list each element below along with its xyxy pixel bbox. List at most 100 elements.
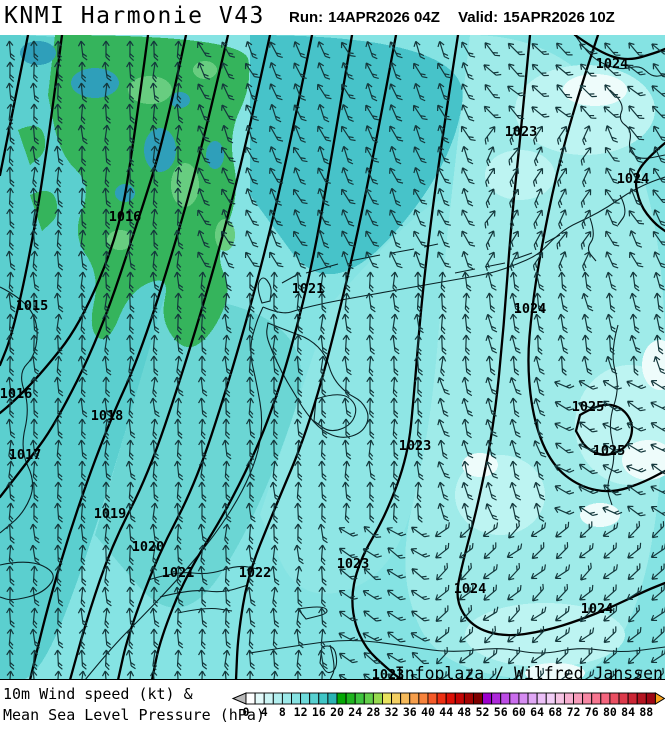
wind-barb-icon (174, 124, 183, 146)
wind-barb-icon (604, 84, 621, 99)
wind-barb-icon (581, 334, 592, 355)
wind-barb-icon (389, 104, 403, 122)
wind-shading-spot (462, 453, 498, 477)
wind-barb-icon (602, 442, 622, 454)
wind-barb-icon (318, 439, 326, 461)
wind-barb-icon (579, 521, 593, 539)
wind-barb-icon (339, 568, 358, 580)
isobar-line (573, 35, 665, 61)
pressure-label: 1015 (16, 298, 49, 314)
wind-shading-spot (206, 141, 224, 169)
colorbar-cell (454, 692, 465, 705)
wind-barb-icon (102, 187, 112, 208)
wind-barb-icon (174, 145, 183, 166)
wind-barb-icon (485, 503, 499, 521)
wind-barb-icon (317, 229, 330, 249)
wind-barb-icon (602, 522, 619, 538)
coastline (0, 561, 54, 601)
wind-barb-icon (54, 103, 63, 124)
wind-barb-icon (6, 313, 14, 335)
colorbar-tick-label: 16 (312, 705, 326, 719)
colorbar-cell (409, 692, 420, 705)
wind-barb-icon (150, 292, 158, 314)
wind-barb-icon (173, 334, 184, 355)
wind-barb-icon (461, 313, 472, 334)
wind-barb-icon (246, 376, 255, 397)
wind-barb-icon (125, 460, 136, 481)
wind-barb-icon (270, 649, 279, 670)
wind-barb-icon (149, 607, 160, 628)
wind-barb-icon (437, 40, 450, 60)
wind-barb-icon (269, 83, 283, 101)
wind-barb-icon (509, 125, 519, 146)
wind-barb-icon (389, 481, 400, 502)
wind-barb-icon (245, 146, 260, 163)
wind-barb-icon (485, 251, 495, 271)
wind-barb-icon (389, 229, 402, 249)
wind-barb-icon (533, 418, 544, 439)
wind-barb-icon (461, 230, 476, 247)
wind-barb-icon (150, 544, 159, 566)
wind-shading-spot (563, 74, 627, 106)
wind-barb-icon (294, 502, 303, 523)
wind-barb-icon (580, 63, 597, 77)
weather-map: 1016 1015 1016 1018 1017 1019 1020 1021 1022 1023… (0, 35, 665, 680)
wind-barb-icon (318, 607, 327, 628)
wind-barb-icon (222, 460, 230, 482)
wind-barb-icon (413, 82, 426, 102)
wind-barb-icon (54, 124, 63, 145)
wind-barb-icon (6, 187, 14, 209)
isobar-line (351, 35, 460, 680)
wind-barb-icon (411, 651, 429, 665)
wind-barb-icon (150, 145, 159, 167)
wind-barb-icon (485, 188, 495, 209)
coastline (177, 607, 233, 614)
wind-barb-icon (413, 250, 426, 270)
wind-barb-icon (554, 485, 575, 495)
wind-barb-icon (555, 521, 570, 538)
wind-barb-icon (436, 62, 452, 79)
wind-barb-icon (102, 208, 111, 229)
wind-barb-icon (293, 209, 307, 227)
wind-barb-icon (78, 229, 87, 251)
colorbar-tick-label: 40 (421, 705, 435, 719)
wind-barb-icon (602, 400, 622, 412)
wind-barb-icon (485, 439, 497, 459)
wind-barb-icon (341, 104, 354, 122)
wind-barb-icon (54, 313, 63, 335)
wind-barb-icon (245, 607, 256, 628)
wind-barb-icon (603, 63, 622, 77)
wind-barb-icon (581, 355, 593, 376)
wind-barb-icon (293, 125, 306, 143)
colorbar-tick-label: 68 (548, 705, 562, 719)
wind-barb-icon (578, 443, 599, 453)
wind-barb-icon (29, 544, 40, 565)
wind-barb-icon (554, 400, 574, 411)
colorbar-tick-label: 52 (476, 705, 490, 719)
wind-barb-icon (579, 421, 598, 433)
wind-barb-icon (555, 583, 569, 602)
wind-barb-icon (268, 251, 284, 268)
wind-barb-icon (533, 502, 545, 522)
wind-barb-icon (5, 292, 16, 313)
wind-barb-icon (270, 628, 278, 650)
wind-barb-icon (534, 188, 543, 209)
wind-barb-icon (269, 481, 280, 502)
wind-barb-icon (174, 439, 182, 461)
wind-barb-icon (650, 443, 665, 452)
wind-barb-icon (485, 334, 498, 354)
wind-barb-icon (390, 460, 398, 482)
wind-barb-icon (628, 105, 645, 119)
wind-barb-icon (245, 209, 259, 226)
wind-barb-icon (5, 376, 16, 397)
wind-barb-icon (317, 251, 332, 268)
wind-barb-icon (338, 632, 359, 642)
wind-shading-spot (20, 41, 56, 65)
wind-barb-icon (507, 85, 526, 97)
colorbar-underflow-arrow (231, 692, 247, 705)
wind-barb-icon (509, 376, 522, 396)
wind-barb-icon (29, 271, 40, 292)
wind-barb-icon (606, 334, 615, 355)
header: KNMI Harmonie V43 Run: 14APR2026 04Z Vali… (0, 0, 665, 35)
wind-barb-icon (533, 230, 543, 251)
